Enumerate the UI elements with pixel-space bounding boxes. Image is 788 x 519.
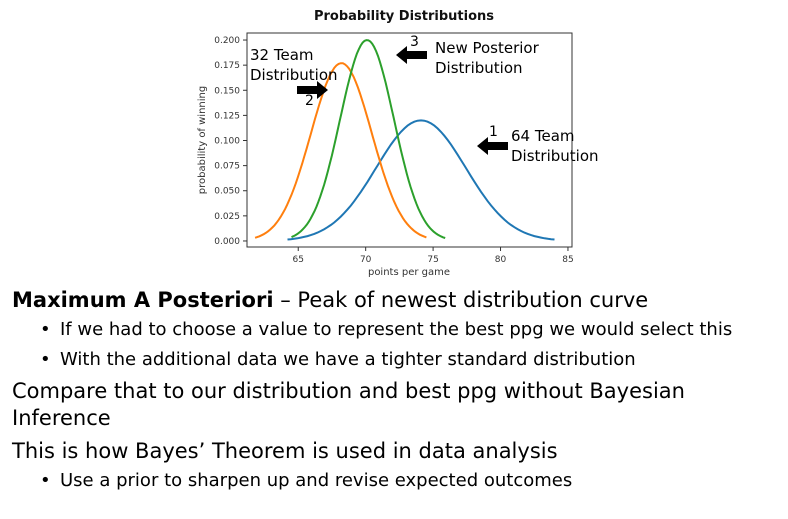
annotation-number-1: 1: [489, 124, 498, 140]
y-tick-label: 0.125: [214, 111, 240, 121]
annotation-32-team-text: 32 Team Distribution: [250, 46, 338, 84]
distribution-curve: [287, 119, 555, 241]
bullet-text: With the additional data we have a tight…: [60, 349, 636, 370]
chart-title: Probability Distributions: [314, 9, 494, 24]
annotation-number-2: 2: [305, 93, 314, 109]
x-tick-label: 75: [427, 255, 438, 265]
y-tick-label: 0.050: [214, 187, 240, 197]
y-tick-label: 0.150: [214, 86, 240, 96]
bullet-dot-icon: •: [40, 470, 51, 491]
bullet-dot-icon: •: [40, 319, 51, 340]
map-heading: Maximum A Posteriori – Peak of newest di…: [12, 286, 782, 314]
arrow-left-icon: [477, 137, 508, 155]
x-axis-label: points per game: [368, 267, 450, 278]
annotation-32-team: 32 Team Distribution: [250, 45, 338, 85]
plot-layer: [254, 39, 555, 241]
bullet-item: • Use a prior to sharpen up and revise e…: [40, 469, 782, 493]
plot-frame: [246, 32, 573, 248]
y-tick-label: 0.175: [214, 61, 240, 71]
bullet-text: Use a prior to sharpen up and revise exp…: [60, 470, 573, 491]
annotation-new-posterior: New Posterior Distribution: [435, 38, 539, 78]
bullet-item: • With the additional data we have a tig…: [40, 348, 782, 372]
bullet-item: • If we had to choose a value to represe…: [40, 318, 782, 342]
x-tick-label: 85: [562, 255, 573, 265]
y-tick-label: 0.075: [214, 162, 240, 172]
y-tick-label: 0.000: [214, 237, 240, 247]
annotation-64-team: 64 Team Distribution: [511, 126, 599, 166]
slide-body: Maximum A Posteriori – Peak of newest di…: [12, 286, 782, 499]
map-definition: – Peak of newest distribution curve: [273, 288, 649, 312]
annotation-new-posterior-text: New Posterior Distribution: [435, 39, 539, 77]
distribution-curve: [291, 39, 446, 239]
y-tick-label: 0.200: [214, 36, 240, 46]
bullet-text: If we had to choose a value to represent…: [60, 319, 733, 340]
arrow-right-icon: [297, 81, 328, 99]
annotation-number-3: 3: [410, 34, 419, 50]
annotation-64-team-text: 64 Team Distribution: [511, 127, 599, 165]
y-tick-label: 0.100: [214, 137, 240, 147]
x-tick-label: 80: [495, 255, 507, 265]
y-axis-label: probability of winning: [197, 86, 208, 194]
map-term: Maximum A Posteriori: [12, 288, 274, 312]
compare-paragraph: Compare that to our distribution and bes…: [12, 379, 685, 430]
arrow-left-icon: [396, 46, 427, 64]
x-tick-label: 70: [360, 255, 372, 265]
probability-chart: Probability Distributions 65 70 75 80 85 0.00…: [197, 9, 574, 278]
x-tick-label: 65: [293, 255, 304, 265]
tick-layer: 65 70 75 80 85 0.000 0.025 0.050 0.075 0.100 0.125…: [214, 36, 573, 265]
distribution-curve: [254, 62, 427, 239]
bayes-paragraph: This is how Bayes’ Theorem is used in da…: [12, 439, 558, 463]
y-tick-label: 0.025: [214, 212, 240, 222]
bullet-dot-icon: •: [40, 349, 51, 370]
